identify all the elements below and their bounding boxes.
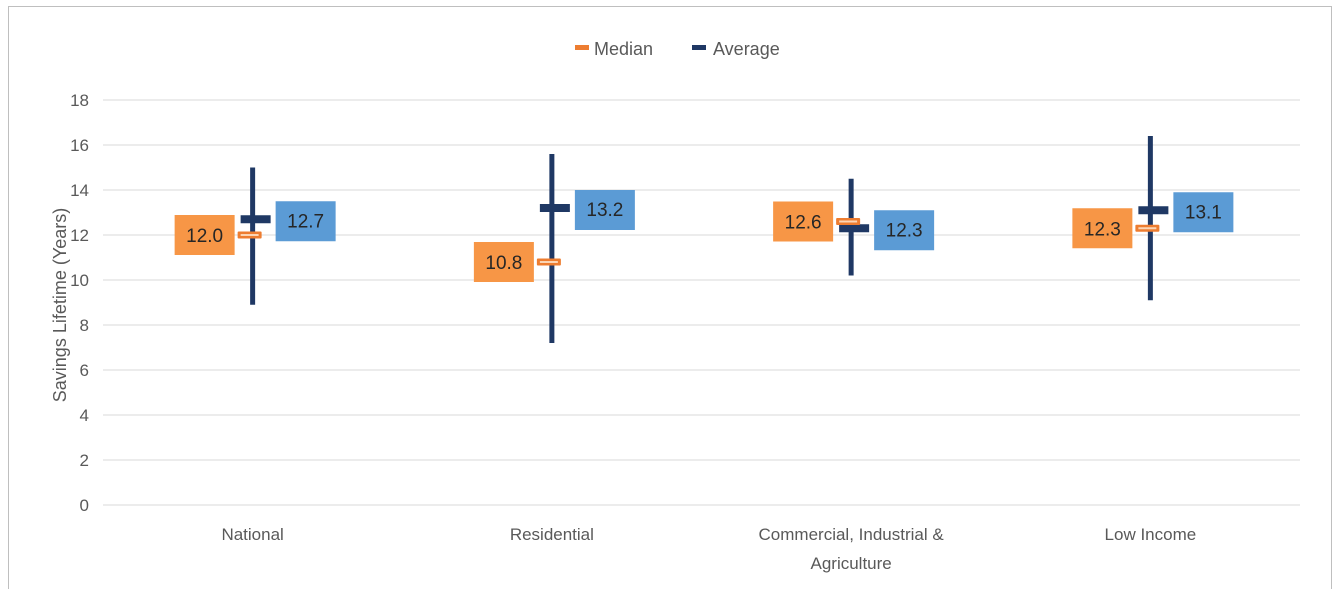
median-data-label-3: 12.3 [1084, 219, 1121, 240]
x-axis-categories: National Residential Commercial, Industria… [221, 525, 1196, 573]
gridlines [103, 99, 1300, 506]
average-label-box-2 [874, 210, 935, 251]
chart-frame [8, 6, 1332, 589]
average-label-box-1 [574, 190, 635, 230]
median-marker-highlight-1 [539, 261, 558, 263]
median-data-label-1: 10.8 [485, 253, 522, 274]
legend-label-average: Average [713, 39, 780, 59]
average-marker-3 [1138, 206, 1169, 215]
median-label-box-0 [174, 215, 235, 255]
markers [237, 204, 1169, 266]
median-data-label-0: 12.0 [186, 226, 223, 247]
range-lines [250, 136, 1153, 343]
median-marker-highlight-0 [240, 234, 259, 236]
median-label-box-2 [773, 201, 834, 242]
legend-swatch-median [575, 45, 589, 50]
category-label-3: Low Income [1105, 525, 1197, 544]
y-tick-label-0: 0 [80, 496, 89, 515]
y-tick-label-18: 18 [70, 91, 89, 110]
median-data-label-2: 12.6 [785, 213, 822, 234]
median-label-box-3 [1072, 208, 1133, 249]
legend: Median Average [575, 39, 780, 59]
average-label-box-3 [1173, 192, 1234, 233]
y-tick-label-14: 14 [70, 181, 89, 200]
category-label-2-line2: Agriculture [810, 554, 891, 573]
legend-swatch-average [692, 45, 706, 50]
y-tick-label-2: 2 [80, 451, 89, 470]
average-marker-1 [539, 204, 570, 212]
median-marker-highlight-2 [839, 220, 858, 223]
average-data-label-2: 12.3 [886, 220, 923, 241]
y-tick-label-10: 10 [70, 271, 89, 290]
average-data-label-0: 12.7 [287, 211, 324, 232]
legend-label-median: Median [594, 39, 653, 59]
y-tick-label-4: 4 [80, 406, 89, 425]
average-marker-0 [240, 215, 271, 224]
category-label-0: National [221, 525, 283, 544]
y-tick-label-12: 12 [70, 226, 89, 245]
y-tick-label-8: 8 [80, 316, 89, 335]
average-marker-2 [839, 224, 870, 233]
y-axis-title: Savings Lifetime (Years) [50, 208, 70, 402]
data-labels: 12.0 12.7 10.8 13.2 12.6 12.3 12.3 13.1 [174, 190, 1234, 282]
category-label-2: Commercial, Industrial & [759, 525, 945, 544]
average-data-label-3: 13.1 [1185, 202, 1222, 223]
average-label-box-0 [275, 201, 336, 242]
category-label-1: Residential [510, 525, 594, 544]
average-data-label-1: 13.2 [586, 200, 623, 221]
median-label-box-1 [473, 242, 534, 282]
median-marker-highlight-3 [1138, 227, 1157, 230]
y-axis-ticks: 0 2 4 6 8 10 12 14 16 18 [70, 91, 89, 515]
y-tick-label-16: 16 [70, 136, 89, 155]
y-tick-label-6: 6 [80, 361, 89, 380]
